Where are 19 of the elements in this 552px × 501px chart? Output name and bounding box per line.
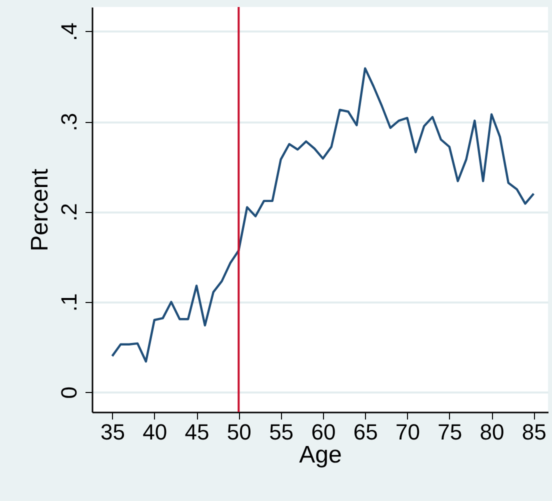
x-tick-label: 40 [142, 420, 168, 444]
y-tick-label: .2 [56, 203, 82, 222]
x-tick-label: 35 [100, 420, 125, 444]
x-tick-label: 55 [269, 420, 294, 444]
y-axis-title: Percent [26, 168, 54, 252]
x-axis-title: Age [299, 442, 342, 468]
x-tick-label: 75 [438, 420, 462, 444]
x-tick-label: 85 [522, 420, 546, 444]
x-tick-label: 70 [395, 420, 420, 444]
line-series [111, 67, 535, 363]
y-tick-label: .1 [56, 293, 82, 312]
y-tick-label: 0 [56, 386, 82, 399]
x-tick-label: 60 [311, 420, 336, 444]
x-tick-label: 65 [353, 420, 378, 444]
x-tick-label: 45 [184, 420, 210, 444]
y-tick-label: .3 [56, 112, 82, 132]
y-tick-label: .4 [56, 22, 82, 42]
x-tick-label: 80 [480, 420, 504, 444]
x-tick-label: 50 [226, 420, 252, 444]
